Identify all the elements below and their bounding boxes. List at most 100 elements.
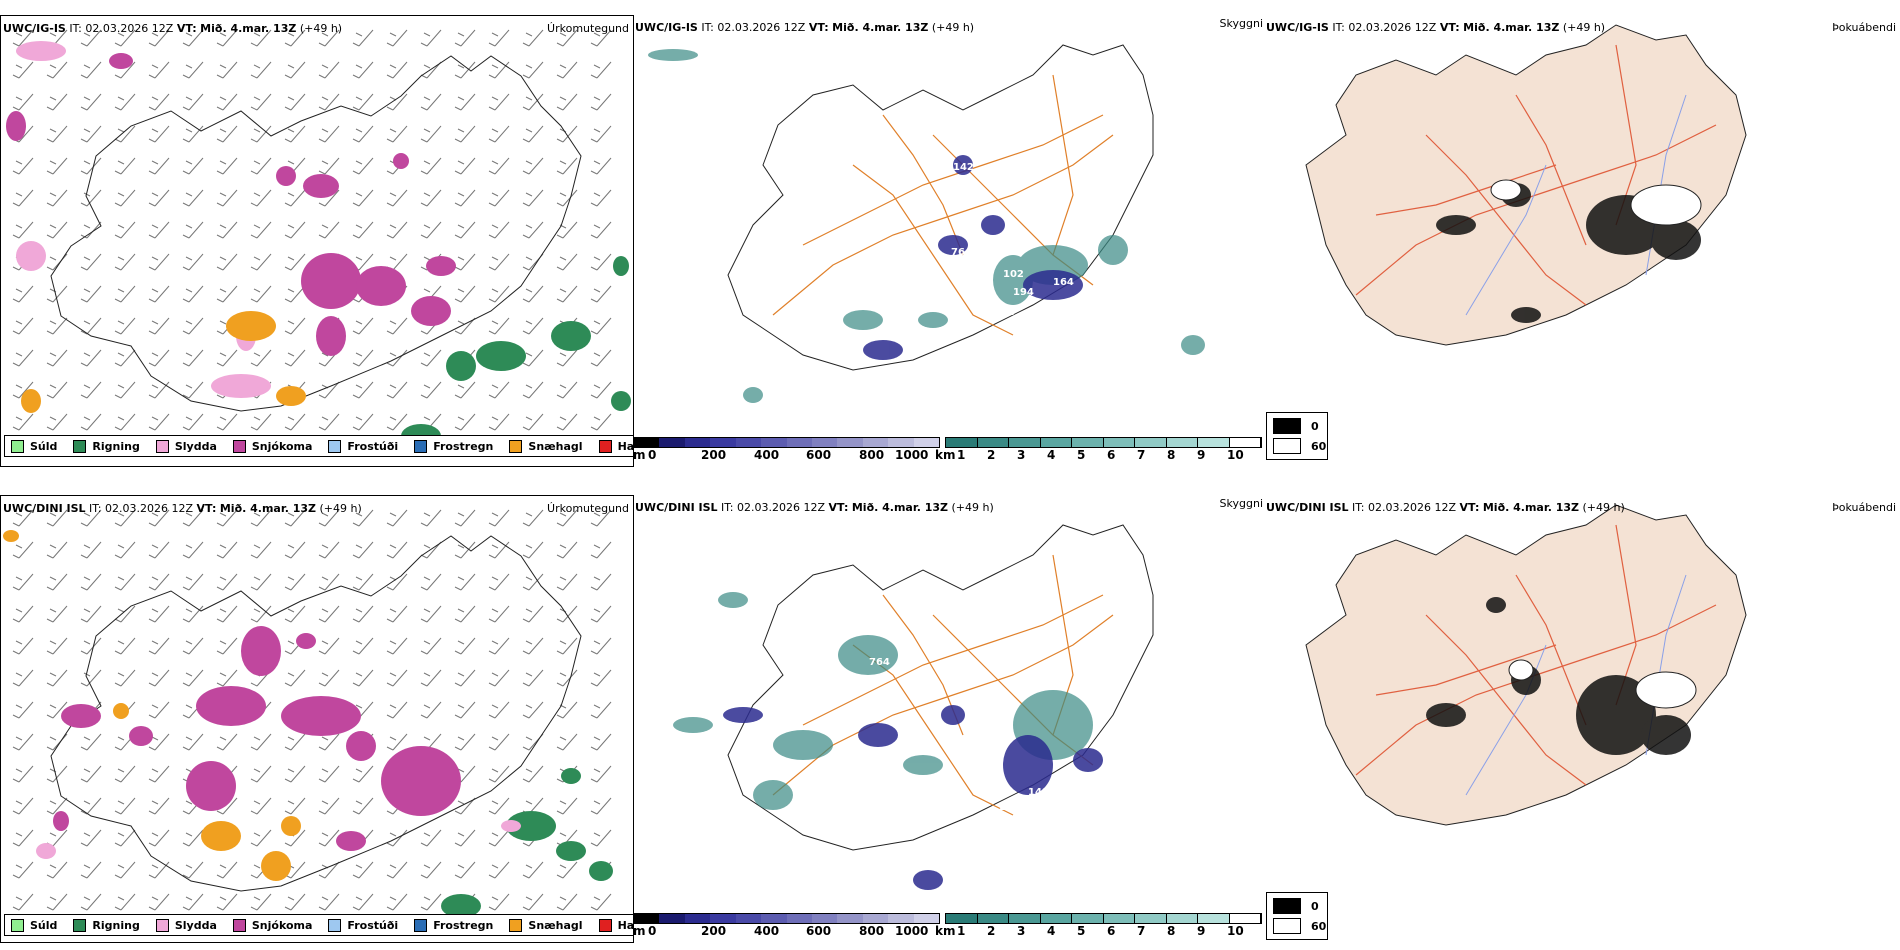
wind-barb [522,61,544,79]
wind-barb [556,61,578,79]
wind-barb [148,349,170,367]
visibility-panel-bottom: 764 187 93 128 148 277 205 232 228 146 69 79 269 47 U… [633,495,1265,945]
wind-barb [420,637,442,655]
wind-barb [80,253,102,271]
wind-barb [488,605,510,623]
wind-barb [46,317,68,335]
wind-barb [590,381,612,399]
wind-barb [420,669,442,687]
wind-barb [182,93,204,111]
wind-barb [284,605,306,623]
wind-barb [80,893,102,911]
colorbar-swatch [862,914,889,923]
legend-swatch [509,918,523,932]
wind-barb [80,93,102,111]
wind-barb [386,413,408,431]
wind-barb [556,701,578,719]
legend-item: Snjókoma [232,918,312,932]
wind-barb [488,573,510,591]
snow-areas [53,626,461,851]
wind-barb [250,253,272,271]
wind-barb [590,509,612,527]
wind-barb [556,733,578,751]
wind-barb [182,669,204,687]
cloudbase-labels: 76 102 164 194 87 146 155 82 57 142 160 [863,162,1144,413]
wind-barb [284,541,306,559]
wind-barb [590,413,612,431]
wind-barb [590,253,612,271]
wind-barb [80,541,102,559]
colorbar-swatch [1229,438,1261,447]
fog-legend-row: 60 [1273,918,1326,934]
wind-barb [250,125,272,143]
wind-barb [386,829,408,847]
iceland-coastline [50,535,582,892]
wind-barb [590,765,612,783]
wind-barb [352,765,374,783]
legend-item: Frostregn [414,918,493,932]
cloudbase-label: 232 [999,802,1020,813]
colorbar-swatch [811,914,838,923]
wind-barb [250,797,272,815]
cloudbase-tick: 800 [859,924,885,938]
visibility-map-top: 76 102 164 194 87 146 155 82 57 142 160 [648,44,1205,413]
wind-barb [284,317,306,335]
wind-barb [182,605,204,623]
fog-legend-row: 60 [1273,438,1326,454]
wind-barb [590,829,612,847]
wind-barb [12,605,34,623]
wind-barb [12,349,34,367]
product-label: Úrkomutegund [547,502,629,515]
product-label: Úrkomutegund [547,22,629,35]
visibility-tick: 2 [987,448,996,462]
low-cloud-areas [863,155,1083,360]
colorbar-swatch [1229,914,1261,923]
wind-barb [386,893,408,911]
wind-barb [216,285,238,303]
wind-barb [216,93,238,111]
precip-type-panel-top: UWC/IG-IS IT: 02.03.2026 12Z VT: Mið. 4.… [0,15,634,467]
wind-barb [46,125,68,143]
wind-barb [556,381,578,399]
colorbar-swatch [1166,914,1198,923]
wind-barb [12,573,34,591]
wind-barb [352,413,374,431]
colorbar-swatch [913,438,940,447]
wind-barb [12,93,34,111]
product-label: Skyggni [1219,17,1263,30]
panel-title: UWC/DINI ISL IT: 02.03.2026 12Z VT: Mið.… [3,502,362,515]
wind-barb [318,61,340,79]
wind-barb [556,573,578,591]
wind-barb [488,253,510,271]
legend-swatch [598,918,612,932]
wind-barb [556,541,578,559]
panel-title: UWC/DINI ISL IT: 02.03.2026 12Z VT: Mið.… [635,501,994,514]
wind-barb [46,381,68,399]
wind-barb [590,669,612,687]
wind-barb [250,509,272,527]
wind-barb [454,221,476,239]
wind-barb [556,509,578,527]
wind-barb [590,285,612,303]
wind-barb [386,221,408,239]
visibility-unit: km [935,924,956,938]
colorbar-swatch [1009,438,1041,447]
legend-item: Rigning [73,439,140,453]
wind-barb [148,573,170,591]
colorbar-swatch [977,914,1009,923]
cloudbase-label: 164 [1053,277,1074,288]
wind-barb [148,125,170,143]
wind-barb [80,285,102,303]
visibility-tick: 7 [1137,448,1146,462]
wind-barb [148,157,170,175]
wind-barb [454,605,476,623]
wind-barb [114,509,136,527]
colorbar-swatch [913,914,940,923]
wind-barb [522,605,544,623]
wind-barb [454,637,476,655]
cloudbase-label: 148 [1028,787,1049,798]
wind-barb [114,285,136,303]
wind-barb [182,541,204,559]
cloudbase-label: 269 [1113,817,1134,828]
wind-barb [148,413,170,431]
